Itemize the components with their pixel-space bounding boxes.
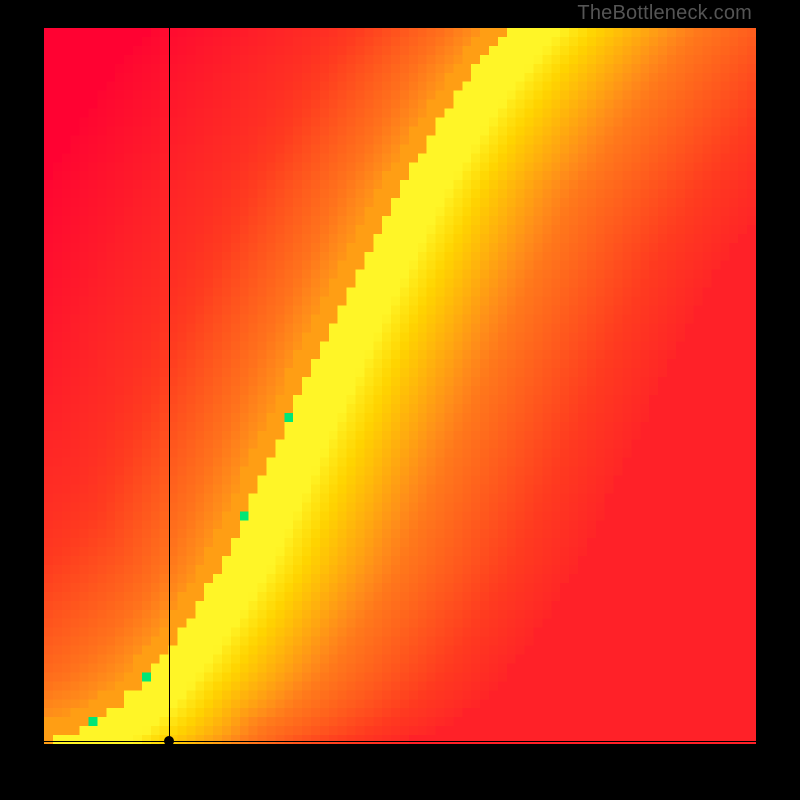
bottleneck-heatmap	[44, 28, 756, 744]
crosshair-marker-dot	[164, 736, 174, 746]
crosshair-vertical-line	[169, 28, 170, 744]
chart-container: TheBottleneck.com	[0, 0, 800, 800]
watermark-text: TheBottleneck.com	[577, 2, 752, 25]
crosshair-horizontal-line	[44, 741, 756, 742]
